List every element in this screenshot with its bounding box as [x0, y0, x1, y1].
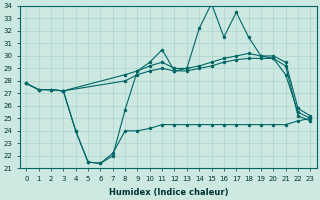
- X-axis label: Humidex (Indice chaleur): Humidex (Indice chaleur): [108, 188, 228, 197]
